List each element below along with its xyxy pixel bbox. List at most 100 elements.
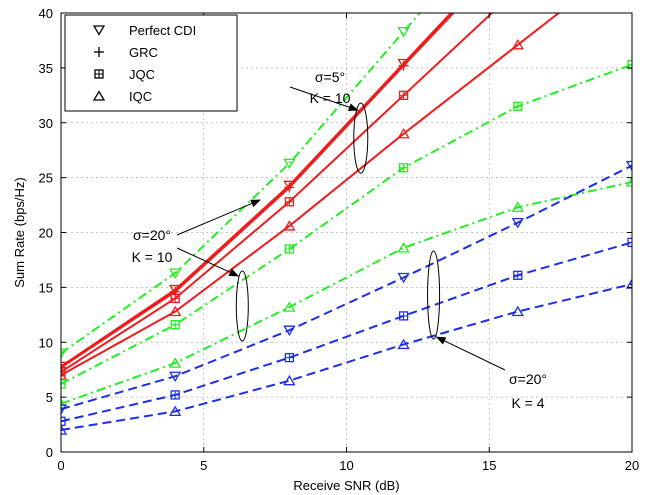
annotation-label: K = 10 (310, 90, 351, 106)
series-line (61, 13, 561, 377)
data-point (398, 311, 409, 321)
data-point (170, 293, 180, 304)
y-tick-label: 15 (39, 280, 53, 295)
x-tick-label: 10 (339, 458, 353, 473)
data-point (397, 272, 410, 284)
series-blue-triangle-down (61, 160, 632, 415)
data-point (398, 60, 409, 71)
data-point (61, 424, 68, 435)
y-tick-label: 35 (39, 61, 53, 76)
legend-label: Perfect CDI (129, 23, 196, 38)
data-point (170, 320, 180, 330)
series-green-triangle-down (61, 13, 422, 360)
data-point (283, 301, 296, 312)
series-line (61, 283, 632, 432)
annotations: σ=5° K = 10 σ=20° K = 10 σ=20° K = 4 (132, 69, 547, 411)
annotation-ellipse (353, 102, 369, 174)
y-axis-label: Sum Rate (bps/Hz) (12, 177, 27, 288)
series-line (61, 164, 632, 411)
x-tick-label: 20 (625, 458, 639, 473)
data-point (284, 244, 295, 254)
series-line (61, 13, 455, 369)
data-point (625, 176, 632, 187)
data-point (283, 158, 296, 170)
x-tick-label: 5 (200, 458, 207, 473)
annotation-label: σ=20° (133, 227, 171, 243)
y-tick-label: 20 (39, 226, 53, 241)
data-point (61, 379, 66, 389)
annotation-arrow (435, 336, 506, 371)
legend: Perfect CDI GRC JQC IQC (64, 14, 238, 112)
annotation-arrow (176, 199, 261, 236)
y-tick-label: 25 (39, 171, 53, 186)
annotation-ellipse (427, 250, 441, 340)
data-point (397, 27, 410, 38)
data-point (169, 371, 182, 383)
series-red-square (61, 13, 494, 377)
data-point (511, 305, 524, 317)
data-point (511, 39, 524, 50)
series-line (61, 13, 494, 373)
data-point (397, 338, 410, 350)
series-line (61, 13, 453, 368)
data-point (397, 242, 410, 253)
x-axis-label: Receive SNR (dB) (293, 478, 399, 493)
data-point (513, 101, 523, 111)
series-line (61, 181, 632, 405)
annotation-ellipse (235, 270, 249, 342)
x-tick-label: 15 (482, 458, 496, 473)
data-point (283, 220, 296, 231)
series-line (61, 63, 632, 385)
data-point (511, 217, 524, 229)
data-point (625, 160, 632, 172)
x-tick-label: 0 (57, 458, 64, 473)
annotation-label: K = 10 (132, 249, 173, 265)
annotation-label: K = 4 (511, 395, 544, 411)
y-tick-label: 30 (39, 116, 53, 131)
data-point (397, 127, 410, 139)
data-point (169, 357, 182, 368)
legend-label: GRC (129, 45, 158, 60)
series-line (61, 241, 632, 423)
data-point (170, 390, 180, 400)
annotation-label: σ=20° (509, 371, 547, 387)
legend-marker (92, 90, 106, 101)
y-tick-label: 5 (46, 390, 53, 405)
ticks: 0 5 10 15 20 0 5 10 15 20 25 30 35 40 (39, 6, 640, 473)
legend-box (64, 14, 238, 112)
series-green-square (61, 59, 632, 389)
series-green-triangle-up (61, 176, 632, 409)
legend-marker (92, 25, 106, 36)
data-point (398, 163, 409, 173)
series-layer (61, 13, 632, 435)
data-point (511, 201, 524, 212)
data-point (627, 59, 632, 70)
y-tick-label: 0 (46, 445, 53, 460)
data-point (513, 270, 523, 280)
data-point (283, 374, 296, 386)
data-point (627, 237, 632, 248)
data-point (61, 369, 68, 380)
data-point (61, 397, 68, 409)
y-tick-label: 10 (39, 335, 53, 350)
series-blue-square (61, 237, 632, 426)
legend-label: JQC (129, 67, 155, 82)
y-tick-label: 40 (39, 6, 53, 21)
annotation-label: σ=5° (315, 69, 345, 85)
data-point (284, 197, 295, 207)
data-point (61, 416, 66, 426)
data-point (283, 325, 296, 336)
data-point (284, 352, 295, 363)
data-point (284, 182, 295, 193)
data-point (61, 348, 68, 360)
legend-label: IQC (129, 89, 152, 104)
data-point (169, 305, 182, 317)
series-line (61, 13, 422, 355)
data-point (61, 404, 68, 415)
data-point (169, 268, 182, 279)
data-point (169, 405, 182, 417)
data-point (625, 278, 632, 289)
legend-marker (94, 47, 104, 57)
annotation-arrow (176, 247, 240, 277)
